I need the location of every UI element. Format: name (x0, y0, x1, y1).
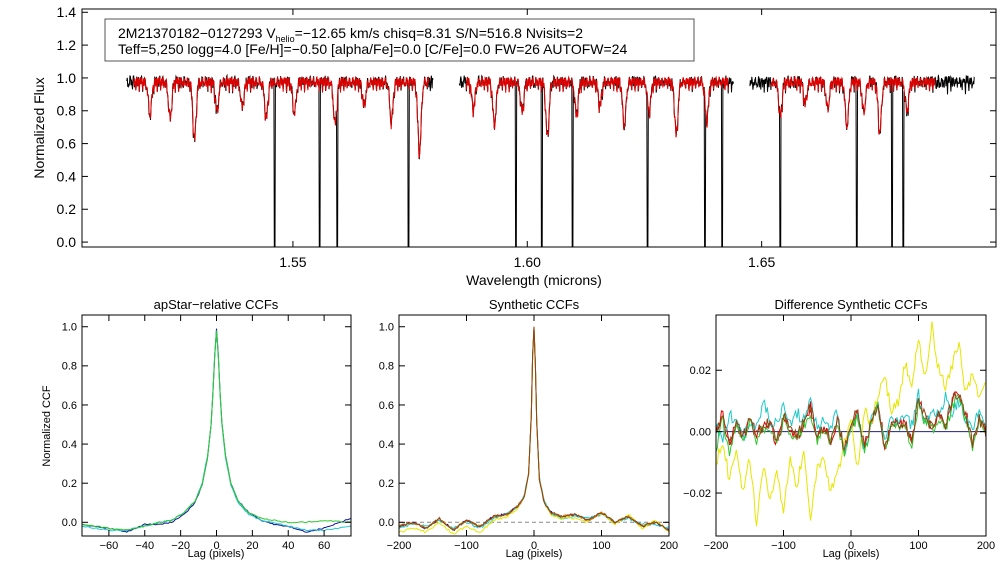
difference-ccf-panel: −200 −100 0 100 200 −0.02 0.00 0.02 Difference … (683, 297, 995, 560)
x-tick-label: 100 (909, 540, 927, 552)
y-tick-label: 0.6 (57, 135, 77, 151)
ccf-series-line-visit-5 (716, 392, 986, 451)
info-line1-prefix: 2M21370182−0127293 V (118, 25, 276, 41)
y-tick-label: 0.8 (62, 361, 77, 373)
y-tick-label: 1.2 (57, 37, 77, 53)
spectrum-info-line1: 2M21370182−0127293 Vhelio=−12.65 km/s ch… (118, 25, 583, 44)
y-tick-label: 0.02 (690, 365, 711, 377)
x-tick-label: 1.65 (748, 254, 775, 270)
info-line1-subscript: helio (276, 34, 295, 44)
x-tick-label: 1.60 (514, 254, 541, 270)
difference-ccf-x-label: Lag (pixels) (823, 548, 880, 560)
spectrum-y-label: Normalized Flux (31, 77, 47, 178)
x-tick-label: 100 (592, 540, 610, 552)
y-tick-label: 1.0 (57, 70, 77, 86)
synthetic-ccf-panel: −200 −100 0 100 200 0.0 0.2 0.4 0.6 0.8 1.0 Synthe… (379, 297, 678, 560)
x-tick-label: 1.55 (279, 254, 306, 270)
spectrum-info-line2: Teff=5,250 logg=4.0 [Fe/H]=−0.50 [alpha/… (118, 41, 627, 57)
synthetic-ccf-title: Synthetic CCFs (489, 297, 580, 312)
x-tick-label: −100 (454, 540, 479, 552)
apstar-ccf-x-label: Lag (pixels) (188, 548, 245, 560)
spectrum-plot-area (126, 73, 975, 247)
y-tick-label: 0.00 (690, 426, 711, 438)
y-tick-label: 0.4 (57, 168, 77, 184)
x-tick-label: 40 (282, 540, 294, 552)
x-tick-label: −200 (704, 540, 729, 552)
x-tick-label: −100 (771, 540, 796, 552)
x-tick-label: 20 (246, 540, 258, 552)
ccf-series-line-visit-5 (399, 326, 669, 531)
difference-ccf-plot-area (716, 321, 986, 527)
apstar-ccf-panel: −60 −40 −20 0 20 40 60 0.0 0.2 0.4 0.6 0.8 1.0 apSta… (41, 297, 352, 560)
x-tick-label: 0 (213, 540, 219, 552)
y-tick-label: 0.6 (62, 400, 77, 412)
x-tick-label: −200 (387, 540, 412, 552)
x-tick-label: 0 (531, 540, 537, 552)
ccf-series-line-visit-3 (82, 330, 351, 531)
model-spectrum-segment (465, 75, 729, 138)
y-tick-label: 0.0 (57, 234, 77, 250)
difference-ccf-ticks: −200 −100 0 100 200 −0.02 0.00 0.02 (683, 315, 995, 552)
info-line1-rest: =−12.65 km/s chisq=8.31 S/N=516.8 Nvisit… (295, 25, 584, 41)
ccf-series-line-visit-3 (716, 321, 986, 527)
y-tick-label: 0.6 (379, 400, 394, 412)
y-tick-label: 1.0 (62, 322, 77, 334)
y-tick-label: 0.8 (379, 361, 394, 373)
y-tick-label: 0.4 (379, 439, 394, 451)
spectrum-ticks: 1.55 1.60 1.65 0.0 0.2 0.4 0.6 0.8 1.0 1.2 1.4 (57, 4, 996, 270)
y-tick-label: 1.0 (379, 322, 394, 334)
synthetic-ccf-plot-area (399, 326, 669, 535)
x-tick-label: 200 (977, 540, 995, 552)
spectrum-info-box (104, 18, 695, 62)
apstar-ccf-title: apStar−relative CCFs (154, 297, 279, 312)
y-tick-label: −0.02 (683, 488, 711, 500)
x-tick-label: 200 (660, 540, 678, 552)
y-tick-label: 0.0 (379, 517, 394, 529)
y-tick-label: 0.2 (62, 478, 77, 490)
y-tick-label: 1.4 (57, 4, 77, 20)
spectrum-x-label: Wavelength (microns) (466, 272, 602, 288)
apstar-ccf-y-label: Normalized CCF (41, 385, 53, 467)
difference-ccf-title: Difference Synthetic CCFs (775, 297, 928, 312)
apstar-ccf-plot-area (82, 328, 351, 533)
spectrum-axes-frame (81, 8, 997, 248)
x-tick-label: 0 (848, 540, 854, 552)
ccf-series-line-visit-1 (82, 328, 351, 533)
synthetic-ccf-x-label: Lag (pixels) (506, 548, 563, 560)
synthetic-ccf-ticks: −200 −100 0 100 200 0.0 0.2 0.4 0.6 0.8 1.0 (379, 315, 678, 552)
x-tick-label: −40 (135, 540, 154, 552)
y-tick-label: 0.4 (62, 439, 77, 451)
apstar-ccf-ticks: −60 −40 −20 0 20 40 60 0.0 0.2 0.4 0.6 0.8 1.0 (62, 315, 351, 552)
spectrum-panel: 1.55 1.60 1.65 0.0 0.2 0.4 0.6 0.8 1.0 1.2 1.4 2M2… (31, 4, 997, 288)
x-tick-label: −60 (100, 540, 119, 552)
y-tick-label: 0.8 (57, 103, 77, 119)
x-tick-label: 60 (318, 540, 330, 552)
y-tick-label: 0.0 (62, 517, 77, 529)
model-spectrum-segment (770, 75, 936, 135)
model-spectrum-segment (133, 75, 430, 159)
x-tick-label: −20 (171, 540, 190, 552)
y-tick-label: 0.2 (379, 478, 394, 490)
y-tick-label: 0.2 (57, 201, 77, 217)
